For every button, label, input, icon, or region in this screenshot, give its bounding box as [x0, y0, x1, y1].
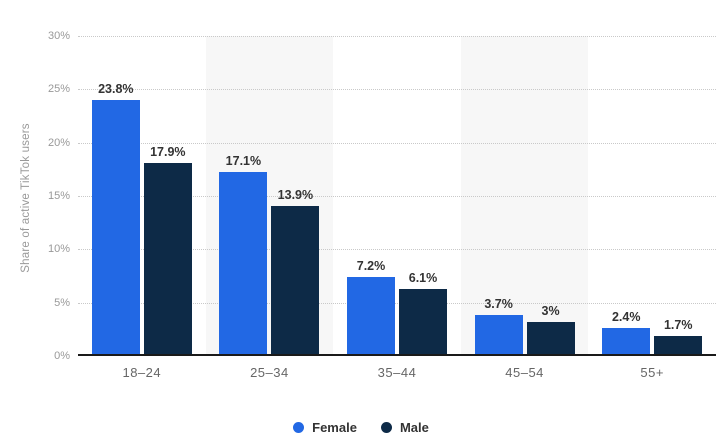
bar-value-label-male-55+: 1.7% [663, 317, 693, 332]
gridline-20pct [78, 142, 716, 144]
bar-value-label-male-35-44: 6.1% [408, 270, 438, 285]
x-axis-label-35-44: 35–44 [377, 365, 417, 380]
bar-value-label-female-55+: 2.4% [611, 310, 641, 325]
legend: Female Male [0, 420, 722, 435]
gridline-10pct [78, 249, 716, 251]
y-axis-tick-25pct: 25% [47, 83, 70, 96]
x-axis-label-18-24: 18–24 [122, 365, 162, 380]
legend-dot-female [293, 422, 305, 433]
gridline-30pct [78, 36, 716, 37]
x-axis-label-45-54: 45–54 [505, 365, 544, 380]
bar-male-35-44[interactable] [399, 288, 447, 354]
legend-dot-male [380, 422, 392, 433]
bar-male-55+[interactable] [654, 335, 703, 354]
gridline-15pct [78, 196, 716, 197]
legend-label-female: Female [312, 420, 357, 435]
y-axis-tick-15pct: 15% [47, 190, 70, 202]
y-axis-tick-5pct: 5% [54, 296, 70, 309]
bar-value-label-female-18-24: 23.8% [98, 82, 134, 97]
legend-item-male[interactable]: Male [380, 420, 429, 435]
bar-male-18-24[interactable] [143, 163, 192, 354]
bar-value-label-female-25-34: 17.1% [225, 153, 262, 168]
bar-value-label-male-45-54: 3% [541, 304, 560, 318]
y-axis-tick-30pct: 30% [47, 30, 70, 42]
bar-value-label-female-45-54: 3.7% [484, 296, 513, 311]
gridline-5pct [78, 302, 716, 304]
bar-female-25-34[interactable] [219, 171, 268, 354]
bar-male-25-34[interactable] [271, 205, 320, 354]
bar-female-55+[interactable] [602, 328, 651, 354]
x-axis-label-25-34: 25–34 [250, 365, 289, 380]
bar-female-45-54[interactable] [474, 314, 523, 354]
bar-female-18-24[interactable] [91, 100, 140, 354]
plot-area: 23.8% 17.9% 17.1% 13.9% 7.2% 6.1% 3.7% 3% 2.4% 1.… [78, 36, 716, 356]
bar-value-label-female-35-44: 7.2% [356, 259, 386, 274]
column-stripe [460, 36, 589, 354]
bar-male-45-54[interactable] [526, 322, 575, 354]
bar-female-35-44[interactable] [347, 277, 395, 354]
legend-item-female[interactable]: Female [293, 420, 357, 435]
bar-value-label-male-25-34: 13.9% [277, 187, 314, 202]
y-axis-tick-10pct: 10% [47, 243, 70, 256]
legend-label-male: Male [399, 420, 429, 435]
y-axis-tick-0pct: 0% [54, 350, 70, 362]
x-axis-label-55+: 55+ [640, 365, 664, 380]
gridline-25pct [78, 89, 716, 91]
y-axis-tick-20pct: 20% [47, 136, 70, 149]
bar-value-label-male-18-24: 17.9% [150, 145, 186, 160]
